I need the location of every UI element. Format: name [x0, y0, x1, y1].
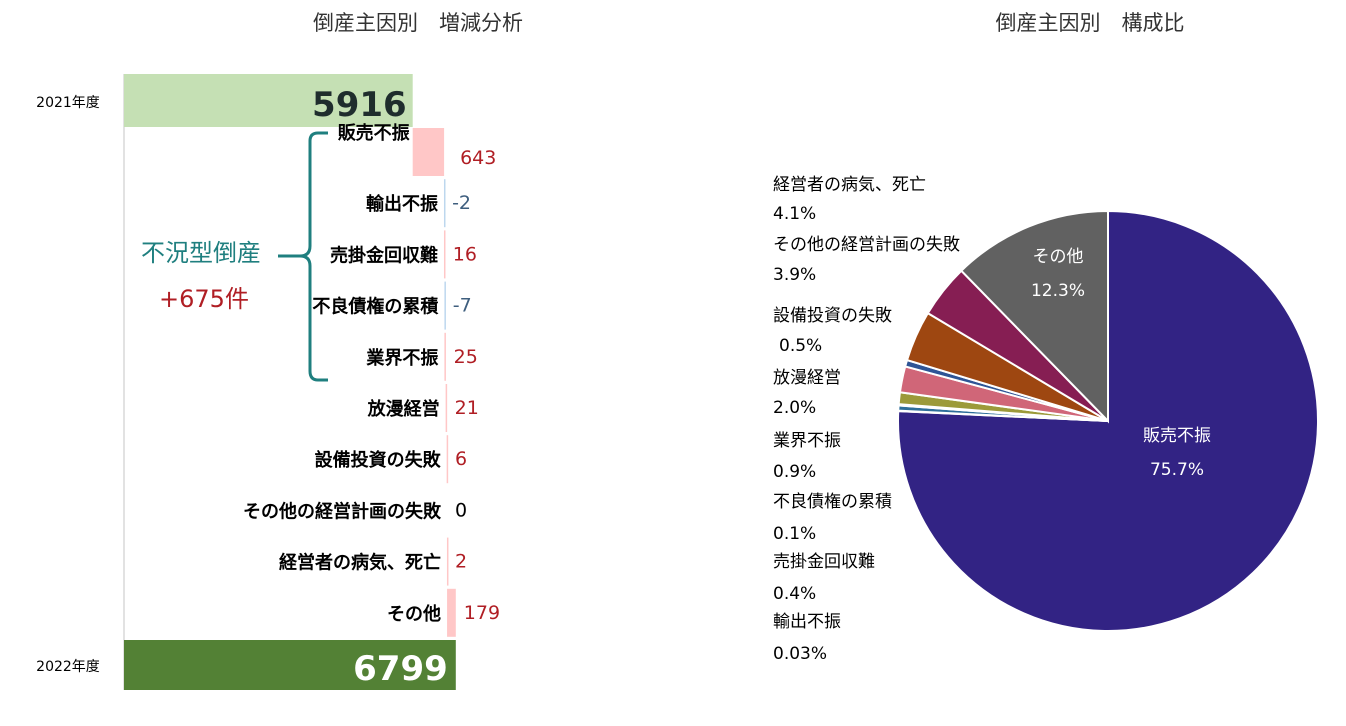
waterfall-bar	[445, 384, 448, 432]
pie-percent-label: 75.7%	[1150, 460, 1204, 480]
pie-percent-label: 0.03%	[773, 644, 827, 664]
pie-percent-label: 0.1%	[773, 524, 816, 544]
end-year-label: 2022年度	[36, 659, 100, 675]
pie-slice	[959, 209, 1109, 424]
start-value-label: 5916	[312, 85, 407, 125]
pie-percent-label: 2.0%	[773, 398, 816, 418]
waterfall-bar	[446, 435, 449, 484]
pie-labels: 販売不振 75.7% 輸出不振 0.03% 売掛金回収難 0.4% 不良債権の累積 0.1% 業…	[773, 175, 1211, 664]
pie-category-label: 設備投資の失敗	[773, 306, 892, 326]
waterfall-value-label: -2	[452, 192, 471, 214]
waterfall-category-label: その他の経営計画の失敗	[243, 500, 442, 522]
pie-category-label: 輸出不振	[773, 612, 841, 632]
pie-category-label: 販売不振	[1143, 426, 1211, 446]
pie-category-label: 業界不振	[773, 431, 841, 451]
waterfall-category-label: 輸出不振	[366, 193, 438, 215]
waterfall-bar	[444, 332, 446, 381]
group-bracket	[278, 131, 328, 382]
waterfall-value-label: 2	[455, 551, 467, 573]
waterfall-category-label: 不良債権の累積	[312, 296, 439, 318]
waterfall-bar	[446, 537, 449, 586]
pie-percent-label: 12.3%	[1031, 281, 1085, 301]
waterfall-category-label: 販売不振	[338, 122, 410, 144]
waterfall-bar	[443, 230, 446, 279]
pie-percent-label: 0.9%	[773, 462, 816, 482]
pie-percent-label: 0.5%	[779, 336, 822, 356]
start-year-label: 2021年度	[36, 95, 100, 111]
group-value: +675件	[159, 285, 249, 313]
waterfall-value-label: 16	[453, 243, 477, 265]
waterfall-title: 倒産主因別 増減分析	[313, 11, 523, 35]
pie-category-label: 放漫経営	[773, 368, 841, 388]
group-label: 不況型倒産	[141, 239, 261, 267]
pie-category-label: その他	[1033, 247, 1084, 267]
end-bar	[124, 640, 456, 690]
waterfall-category-label: 経営者の病気、死亡	[279, 552, 441, 574]
pie-percent-label: 0.4%	[773, 584, 816, 604]
waterfall-bar	[447, 588, 456, 637]
pie-slices	[897, 209, 1319, 632]
waterfall-bar	[412, 128, 445, 176]
waterfall-value-label: 179	[464, 602, 500, 624]
waterfall-category-label: 設備投資の失敗	[315, 449, 442, 471]
waterfall-value-label: 25	[454, 346, 478, 368]
waterfall-category-label: 放漫経営	[367, 398, 440, 420]
pie-category-label: その他の経営計画の失敗	[773, 235, 960, 255]
pie-category-label: 売掛金回収難	[773, 552, 875, 572]
waterfall-bar	[444, 281, 446, 330]
pie-slice	[897, 209, 1319, 632]
waterfall-bar	[443, 179, 446, 228]
pie-category-label: 不良債権の累積	[773, 492, 892, 512]
pie-category-label: 経営者の病気、死亡	[773, 175, 926, 195]
waterfall-value-label: 6	[455, 448, 467, 470]
waterfall-value-label: 0	[455, 499, 467, 521]
pie-percent-label: 4.1%	[773, 204, 816, 224]
waterfall-value-label: -7	[453, 295, 472, 317]
pie-title: 倒産主因別 構成比	[996, 11, 1185, 35]
waterfall-value-label: 21	[455, 397, 479, 419]
waterfall-value-label: 643	[460, 147, 496, 169]
waterfall-category-label: 業界不振	[365, 347, 438, 369]
end-value-label: 6799	[353, 649, 448, 689]
waterfall-items: 販売不振 643 輸出不振 -2 売掛金回収難 16 不良債権の累積 -7 業界不振 25 放漫経営…	[243, 122, 500, 637]
start-bar	[124, 74, 413, 127]
waterfall-category-label: その他	[387, 603, 441, 625]
pie-percent-label: 3.9%	[773, 265, 816, 285]
waterfall-category-label: 売掛金回収難	[330, 244, 438, 266]
